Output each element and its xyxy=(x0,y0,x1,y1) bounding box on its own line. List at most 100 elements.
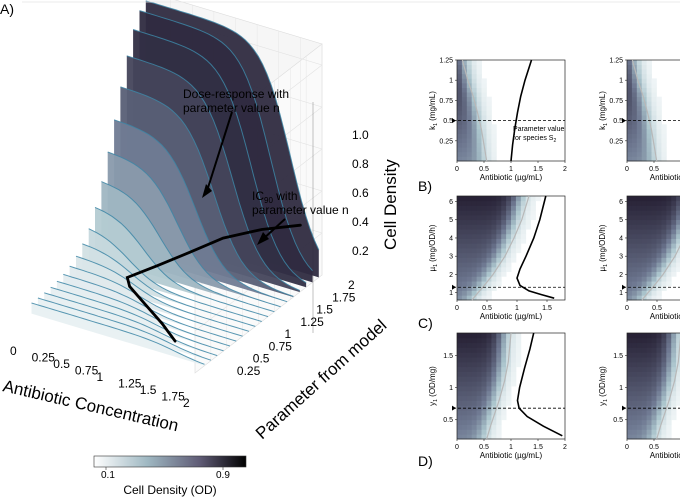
heatmap-x-tick: 0 xyxy=(625,305,629,312)
dose-response-annotation-line2: parameter value n xyxy=(183,101,280,115)
dose-response-curve-10 xyxy=(88,228,262,322)
heatmap-x-label: Antibiotic (µg/mL) xyxy=(480,173,543,182)
x-tick-1: 0.25 xyxy=(32,351,56,365)
heatmap-y-tick: 1 xyxy=(449,290,453,297)
heatmap-x-label: Antibiotic (µg/mL) xyxy=(650,451,680,460)
ic90-heatmap-curve xyxy=(510,59,533,162)
y-tick-1: 0.5 xyxy=(253,352,270,366)
dose-response-curve-9 xyxy=(94,206,269,318)
heatmap-y-tick: 0.5 xyxy=(443,417,453,424)
heatmap-y-tick: 1 xyxy=(449,385,453,392)
y-tick-0: 0.25 xyxy=(237,364,261,378)
heatmap-y-label: k1 (mg/mL) xyxy=(598,91,609,130)
heatmap-y-tick: 1 xyxy=(619,290,623,297)
z-tick-labels: 0.2 0.4 0.6 0.8 1.0 xyxy=(352,128,369,258)
dose-response-curve-3 xyxy=(132,29,307,284)
heatmap-d-left: 0.5 1 1.5 0 0.5 1 1.5 2 Antibiotic (µg/mL) y1 (OD… xyxy=(428,332,567,460)
heatmap-y-tick: 0.75 xyxy=(609,98,623,105)
heatmap-y-tick: 6 xyxy=(619,199,623,206)
dose-response-arrowhead xyxy=(202,184,212,198)
heatmap-y-tick: 1.5 xyxy=(443,353,453,360)
heatmap-x-label: Antibiotic (µg/mL) xyxy=(650,312,680,321)
y-tick-2: 0.75 xyxy=(269,339,293,353)
x-tick-5: 1.25 xyxy=(118,377,142,391)
heatmap-x-tick: 1 xyxy=(515,305,519,312)
z-tick-3: 0.8 xyxy=(352,157,369,171)
heatmap-y-tick: 1.25 xyxy=(439,58,453,65)
grey-threshold-curve xyxy=(641,244,680,301)
heatmap-x-tick: 0 xyxy=(455,166,459,173)
y-tick-4: 1.25 xyxy=(300,315,324,329)
parameter-value-annotation: Parameter value for species S2 xyxy=(513,126,564,144)
dose-response-curve-16 xyxy=(50,286,224,352)
heatmap-x-tick: 2 xyxy=(563,444,567,451)
colorbar: 0.1 0.9 Cell Density (OD) xyxy=(93,455,247,497)
z-tick-2: 0.6 xyxy=(352,186,369,200)
dose-response-curve-4 xyxy=(126,55,300,291)
ic90-heatmap-curve xyxy=(516,332,563,437)
dose-response-curve-7 xyxy=(107,151,281,308)
heatmap-y-tick: 1 xyxy=(619,78,623,85)
heatmap-y-tick: 1 xyxy=(619,385,623,392)
y-tick-3: 1 xyxy=(285,327,292,341)
heatmap-y-tick: 6 xyxy=(449,199,453,206)
y-tick-7: 2 xyxy=(348,278,355,292)
heatmap-y-label: µ1 (mg/OD/h) xyxy=(598,224,609,271)
ic90-curve xyxy=(125,223,302,343)
heatmap-x-label: Antibiotic (µg/mL) xyxy=(480,451,543,460)
x-tick-6: 1.5 xyxy=(140,383,157,397)
y-tick-labels: 0.250.50.751 1.251.51.752 xyxy=(237,278,356,378)
heatmap-y-tick: 3 xyxy=(449,254,453,261)
heatmap-x-tick: 0 xyxy=(625,444,629,451)
heatmap-x-tick: 1.5 xyxy=(533,444,543,451)
ic90-annotation-line2: parameter value n xyxy=(252,203,349,217)
heatmap-y-tick: 1 xyxy=(449,78,453,85)
dose-response-curve-6 xyxy=(113,119,288,303)
z-tick-0: 0.2 xyxy=(352,244,369,258)
dose-response-curve-1 xyxy=(145,0,320,251)
parameter-value-annotation-line2: for species S2 xyxy=(513,135,556,144)
heatmap-x-label: Antibiotic (µg/mL) xyxy=(650,173,680,182)
heatmap-x-tick: 1 xyxy=(509,166,513,173)
heatmap-y-tick: 5 xyxy=(449,217,453,224)
dose-response-curve-2 xyxy=(139,10,313,272)
colorbar-tick-low: 0.1 xyxy=(101,470,115,481)
heatmap-y-tick: 3 xyxy=(619,254,623,261)
heatmap-x-label: Antibiotic (µg/mL) xyxy=(480,312,543,321)
heatmap-y-tick: 1.5 xyxy=(613,353,623,360)
heatmap-x-tick: 0.5 xyxy=(649,444,659,451)
surface-plot-3d: 0 0.250.5 0.751 1.251.5 1.752 0.250.50.7511.… xyxy=(1,0,400,443)
heatmap-x-tick: 1 xyxy=(509,444,513,451)
heatmap-y-tick: 0.25 xyxy=(609,138,623,145)
heatmap-y-label: y1 (OD/mg) xyxy=(428,366,439,406)
heatmap-x-tick: 1.5 xyxy=(533,166,543,173)
heatmap-y-tick: 2 xyxy=(449,272,453,279)
z-tick-4: 1.0 xyxy=(352,128,369,142)
heatmap-y-tick: 2 xyxy=(619,272,623,279)
dose-response-annotation-line1: Dose-response with xyxy=(183,87,289,101)
colorbar-label: Cell Density (OD) xyxy=(123,483,216,497)
heatmap-y-label: y1 (OD/mg) xyxy=(598,366,609,406)
heatmap-x-tick: 0 xyxy=(455,444,459,451)
grey-threshold-curve xyxy=(471,195,530,301)
dose-response-curve-13 xyxy=(69,265,243,337)
heatmap-x-tick: 2 xyxy=(563,166,567,173)
dose-response-curve-11 xyxy=(82,243,256,327)
heatmap-y-label: µ1 (mg/OD/h) xyxy=(428,224,439,271)
dose-response-curve-18 xyxy=(37,297,212,361)
heatmap-y-tick: 4 xyxy=(619,235,623,242)
x-tick-7: 1.75 xyxy=(161,390,185,404)
heatmap-x-tick: 0 xyxy=(625,166,629,173)
panel-label-d: D) xyxy=(418,453,433,469)
z-tick-1: 0.4 xyxy=(352,215,369,229)
grey-threshold-curve xyxy=(486,332,512,440)
x-tick-0: 0 xyxy=(10,344,17,358)
panel-label-a: A) xyxy=(0,1,14,17)
heatmap-y-label: k1 (mg/mL) xyxy=(428,91,439,130)
heatmap-y-tick: 5 xyxy=(619,217,623,224)
